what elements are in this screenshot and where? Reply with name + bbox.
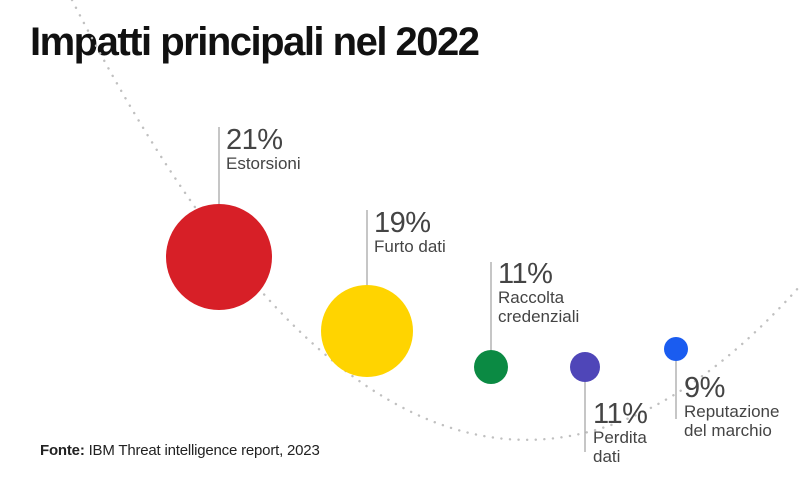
bubble-category-label: Raccolta <box>498 288 565 307</box>
bubble <box>474 350 508 384</box>
bubble <box>166 204 272 310</box>
bubble-value-label: 11% <box>593 398 647 430</box>
chart-title: Impatti principali nel 2022 <box>30 20 480 64</box>
bubble-value-label: 19% <box>374 207 431 239</box>
bubble-category-label: Reputazione <box>684 402 779 421</box>
bubble-value-label: 11% <box>498 258 552 290</box>
bubble-category-label: Estorsioni <box>226 154 301 173</box>
source-label: Fonte: <box>40 442 85 459</box>
bubble-category-label: del marchio <box>684 421 772 440</box>
bubble-value-label: 21% <box>226 124 283 156</box>
bubble <box>664 337 688 361</box>
source-note: Fonte: IBM Threat intelligence report, 2… <box>40 442 320 459</box>
bubble <box>570 352 600 382</box>
bubble-category-label: dati <box>593 447 620 466</box>
bubble-category-label: credenziali <box>498 307 579 326</box>
source-text: IBM Threat intelligence report, 2023 <box>88 442 320 459</box>
bubble <box>321 285 413 377</box>
bubble-value-label: 9% <box>684 372 725 404</box>
bubble-category-label: Furto dati <box>374 237 446 256</box>
bubble-category-label: Perdita <box>593 428 647 447</box>
